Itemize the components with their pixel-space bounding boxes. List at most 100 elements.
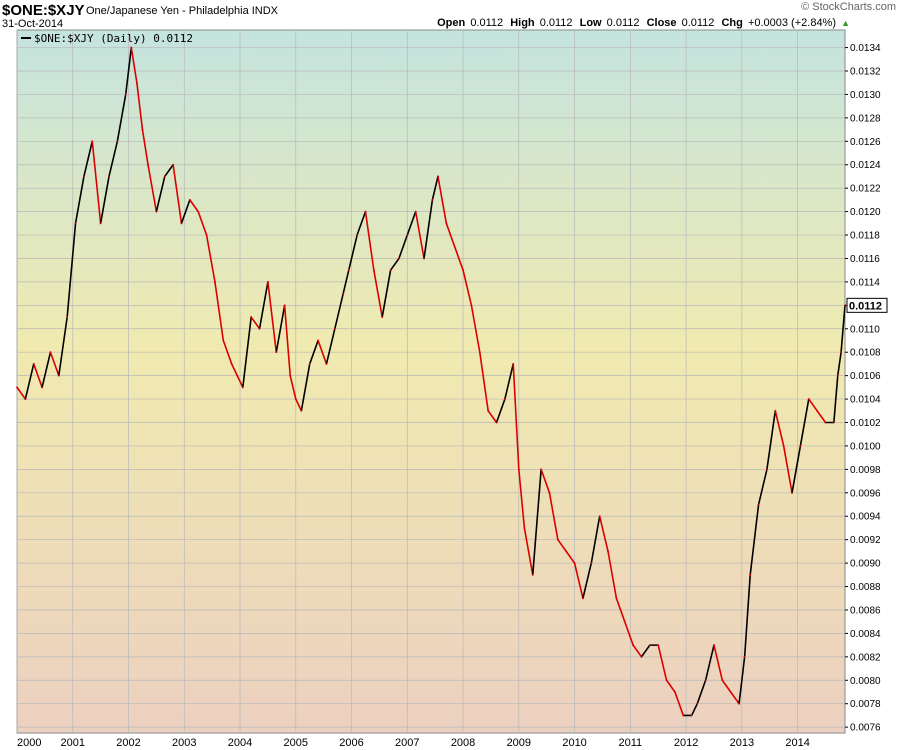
x-tick-label: 2001 <box>61 737 85 749</box>
series-segment <box>141 128 149 166</box>
x-tick-label: 2011 <box>619 737 643 749</box>
series-segment <box>414 210 425 260</box>
series-segment <box>300 363 311 412</box>
data-point <box>155 210 158 213</box>
data-point <box>682 714 685 717</box>
close-label: Close <box>646 17 677 29</box>
data-point <box>573 562 576 565</box>
data-point <box>495 421 498 424</box>
data-point <box>548 491 551 494</box>
series-segment <box>774 409 785 447</box>
chg-label: Chg <box>721 17 743 29</box>
data-point <box>713 644 715 647</box>
data-point <box>816 409 819 412</box>
data-point <box>258 327 261 330</box>
low-value: 0.0112 <box>606 17 640 29</box>
data-point <box>523 527 526 529</box>
series-segment <box>258 281 269 330</box>
data-point <box>453 245 456 248</box>
series-segment <box>696 679 707 705</box>
series-segment <box>389 257 400 271</box>
series-segment <box>24 363 35 400</box>
brand-watermark: © StockCharts.com <box>801 1 896 13</box>
plot-background <box>16 29 846 734</box>
data-point <box>222 339 225 342</box>
last-value-badge: 0.0112 <box>846 297 888 313</box>
y-tick-label: 0.0124 <box>850 160 881 171</box>
series-segment <box>289 374 297 400</box>
data-point <box>615 597 618 600</box>
series-segment <box>99 175 110 225</box>
data-point <box>721 679 724 682</box>
series-segment <box>214 281 225 342</box>
series-segment <box>317 339 328 365</box>
y-tick-label: 0.0100 <box>850 441 881 452</box>
series-segment <box>487 409 498 424</box>
data-point <box>743 655 746 658</box>
data-point <box>205 234 208 236</box>
data-point <box>250 316 253 318</box>
series-segment <box>807 398 818 412</box>
data-point <box>163 175 166 178</box>
series-segment <box>504 363 515 400</box>
quote-summary: Open 0.0112 High 0.0112 Low 0.0112 Close… <box>437 17 850 29</box>
series-segment <box>470 304 481 354</box>
series-segment <box>713 644 724 682</box>
data-point <box>16 386 18 389</box>
data-point <box>180 222 183 225</box>
series-segment <box>147 163 158 213</box>
x-tick-label: 2008 <box>451 737 475 749</box>
series-segment <box>615 597 626 623</box>
y-tick-label: 0.0118 <box>850 231 880 242</box>
series-segment <box>242 316 252 389</box>
data-point <box>824 421 827 424</box>
series-segment <box>640 644 651 658</box>
series-segment <box>163 163 174 178</box>
data-point <box>116 140 119 143</box>
data-point <box>66 316 69 318</box>
series-segment <box>222 339 233 365</box>
chart-date: 31-Oct-2014 <box>2 18 64 30</box>
series-segment <box>816 409 827 424</box>
x-axis-ticks: 2000 2001 2002 2003 2004 2005 2006 2007 2008 2009… <box>17 737 810 749</box>
data-point <box>356 234 359 236</box>
up-triangle-icon: ▲ <box>841 18 850 28</box>
data-point <box>437 175 439 178</box>
series-segment <box>294 398 303 412</box>
series-segment <box>531 468 542 576</box>
data-point <box>300 409 303 412</box>
y-tick-label: 0.0106 <box>850 371 881 382</box>
series-segment <box>840 304 846 354</box>
series-segment <box>557 538 568 553</box>
series-segment <box>342 269 350 295</box>
data-point <box>517 468 520 471</box>
x-tick-label: 2013 <box>730 737 754 749</box>
series-segment <box>180 199 191 225</box>
series-segment <box>347 234 358 271</box>
y-tick-label: 0.0128 <box>850 113 881 124</box>
legend: $ONE:$XJY (Daily) 0.0112 <box>21 32 193 45</box>
chg-value: +0.0003 (+2.84%) <box>747 17 837 29</box>
y-tick-label: 0.0104 <box>850 395 881 406</box>
x-tick-label: 2010 <box>562 737 586 749</box>
data-point <box>99 222 102 225</box>
series-segment <box>124 46 133 96</box>
data-point <box>347 269 350 272</box>
data-point <box>774 409 777 412</box>
series-segment <box>230 363 239 377</box>
last-value-label: 0.0112 <box>849 300 882 312</box>
series-segment <box>445 222 456 248</box>
y-tick-label: 0.0088 <box>850 582 881 593</box>
series-segment <box>381 269 392 318</box>
x-tick-label: 2004 <box>228 737 252 749</box>
data-point <box>704 679 707 682</box>
data-point <box>640 655 643 658</box>
series-segment <box>704 644 715 682</box>
data-point <box>372 269 375 272</box>
series-segment <box>406 210 417 236</box>
open-label: Open <box>437 17 466 29</box>
series-segment <box>757 468 768 506</box>
data-point <box>389 269 392 272</box>
symbol-description: One/Japanese Yen - Philadelphia INDX <box>86 5 279 17</box>
